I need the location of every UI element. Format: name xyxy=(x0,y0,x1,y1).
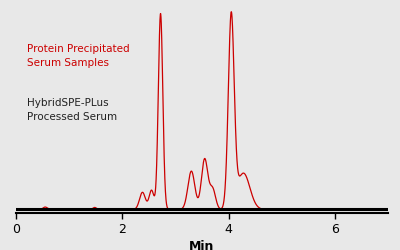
X-axis label: Min: Min xyxy=(189,240,215,250)
Text: HybridSPE-PLus
Processed Serum: HybridSPE-PLus Processed Serum xyxy=(27,98,117,122)
Text: Protein Precipitated
Serum Samples: Protein Precipitated Serum Samples xyxy=(27,44,130,68)
